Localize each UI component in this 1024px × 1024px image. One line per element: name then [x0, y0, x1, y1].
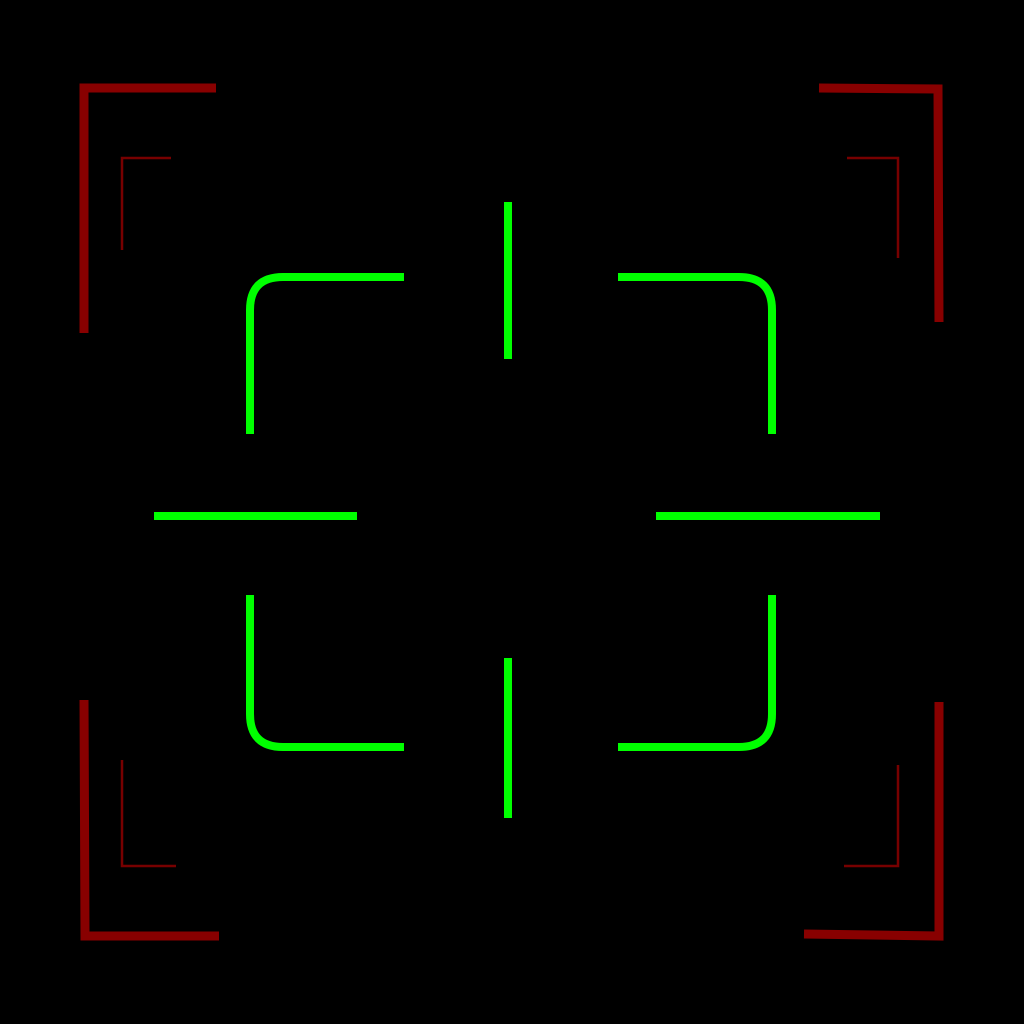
inner-corner-bottom-left-icon	[120, 760, 176, 868]
inner-corner-bottom-right-icon	[844, 765, 900, 868]
reticle-corner-top-right-icon	[618, 273, 776, 434]
reticle-corner-bottom-left-icon	[246, 595, 404, 751]
reticle-corner-bottom-right-icon	[618, 595, 776, 751]
reticle	[154, 202, 880, 818]
reticle-corner-top-left-icon	[246, 273, 404, 434]
outer-corner-bottom-left-icon	[79, 699, 219, 941]
inner-frame	[120, 156, 900, 868]
outer-corner-top-left-icon	[79, 83, 216, 333]
outer-frame	[79, 83, 944, 941]
outer-corner-top-right-icon	[818, 83, 944, 323]
outer-corner-bottom-right-icon	[803, 702, 944, 941]
inner-corner-top-right-icon	[847, 156, 900, 258]
inner-corner-top-left-icon	[120, 156, 171, 250]
